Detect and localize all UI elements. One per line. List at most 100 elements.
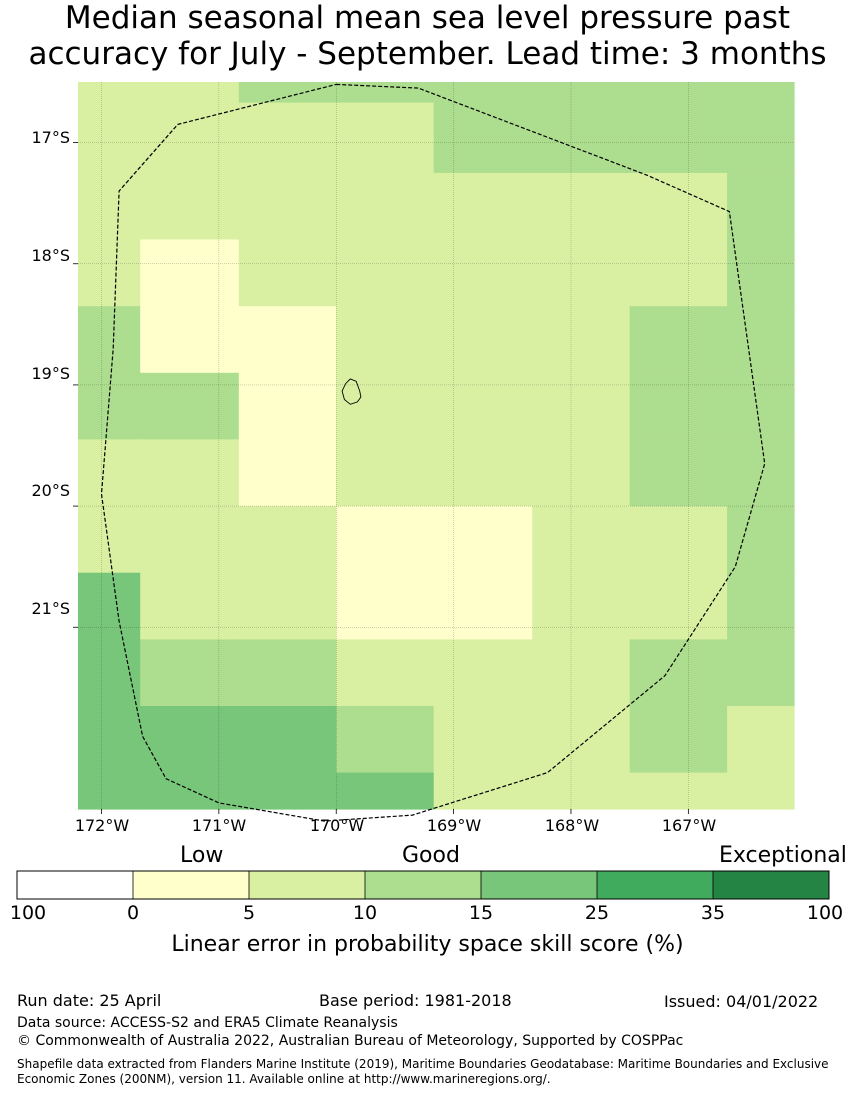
skill-grid-cell xyxy=(336,239,435,307)
colorbar-frame xyxy=(16,870,830,900)
colorbar-segment xyxy=(249,871,365,899)
colorbar-segment xyxy=(481,871,597,899)
skill-grid-cell xyxy=(140,102,240,174)
skill-grid-cell xyxy=(78,572,141,640)
skill-grid-cell xyxy=(336,572,435,640)
skill-grid-cell xyxy=(336,706,435,774)
skill-grid-cell xyxy=(336,772,435,810)
skill-grid-cell xyxy=(727,572,795,640)
skill-grid-cell xyxy=(629,706,728,774)
skill-grid-cell xyxy=(78,82,141,104)
run-date: Run date: 25 April xyxy=(17,991,162,1010)
skill-grid-cell xyxy=(727,82,795,104)
skill-grid-cell xyxy=(629,772,728,810)
eez-boundary xyxy=(100,83,766,822)
colorbar-segment xyxy=(133,871,249,899)
skill-grid-cell xyxy=(78,102,141,174)
skill-grid-cell xyxy=(433,572,533,640)
skill-grid-cell xyxy=(238,172,337,241)
skill-grid-cell xyxy=(238,639,337,707)
skill-grid-cell xyxy=(140,706,240,774)
skill-grid-cell xyxy=(336,639,435,707)
skill-grid-cell xyxy=(532,639,631,707)
colorbar-tick: 0 xyxy=(126,902,140,924)
issued-date: Issued: 04/01/2022 xyxy=(664,992,819,1011)
skill-grid-cell xyxy=(727,239,795,307)
skill-grid-cell xyxy=(336,102,435,174)
skill-grid-cell xyxy=(433,706,533,774)
skill-grid-cell xyxy=(629,172,728,241)
base-period: Base period: 1981-2018 xyxy=(319,991,512,1010)
skill-grid-cell xyxy=(629,439,728,507)
skill-grid-cell xyxy=(629,506,728,574)
category-low: Low xyxy=(180,843,224,868)
skill-grid-cell xyxy=(433,372,533,440)
title-line-2: accuracy for July - September. Lead time… xyxy=(28,36,827,72)
colorbar-segment xyxy=(713,871,829,899)
skill-grid-cell xyxy=(433,82,533,104)
skill-grid-cell xyxy=(727,506,795,574)
skill-grid-cell xyxy=(78,772,141,810)
lat-label-21s: 21°S xyxy=(31,599,70,618)
skill-grid-cell xyxy=(532,306,631,374)
data-source: Data source: ACCESS-S2 and ERA5 Climate … xyxy=(17,1015,398,1031)
shapefile-line-2: Economic Zones (200NM), version 11. Avai… xyxy=(17,1072,551,1086)
skill-grid-cell xyxy=(78,239,141,307)
skill-grid-cell xyxy=(629,572,728,640)
skill-grid-cell xyxy=(727,372,795,440)
skill-grid-cell xyxy=(238,306,337,374)
skill-grid-cell xyxy=(78,372,141,440)
lat-label-18s: 18°S xyxy=(31,246,70,265)
skill-grid-cell xyxy=(336,372,435,440)
colorbar-tick: 5 xyxy=(242,902,256,924)
lat-label-19s: 19°S xyxy=(31,364,70,383)
skill-grid-cell xyxy=(532,102,631,174)
lon-label-172w: 172°W xyxy=(74,816,130,835)
skill-grid-cell xyxy=(629,372,728,440)
skill-grid-cell xyxy=(433,102,533,174)
colorbar-tick: 10 xyxy=(352,902,378,924)
skill-grid-cell xyxy=(238,439,337,507)
skill-grid-cell xyxy=(629,239,728,307)
skill-grid-cell xyxy=(336,439,435,507)
skill-grid-cell xyxy=(727,706,795,774)
colorbar-tick: 25 xyxy=(584,902,610,924)
colorbar-tick: 100 xyxy=(9,902,47,924)
colorbar-segment xyxy=(365,871,481,899)
skill-grid-cell xyxy=(140,506,240,574)
skill-grid-cell xyxy=(140,439,240,507)
skill-grid-cell xyxy=(78,639,141,707)
skill-grid-cell xyxy=(532,82,631,104)
skill-grid-cell xyxy=(433,306,533,374)
skill-grid-cell xyxy=(238,102,337,174)
colorbar-tick: 100 xyxy=(806,902,844,924)
lon-label-171w: 171°W xyxy=(191,816,247,835)
skill-grid-cell xyxy=(78,306,141,374)
skill-grid-cell xyxy=(433,239,533,307)
skill-grid-cell xyxy=(532,172,631,241)
colorbar-tick: 15 xyxy=(468,902,494,924)
colorbar-title: Linear error in probability space skill … xyxy=(171,932,684,957)
colorbar-tick: 35 xyxy=(700,902,726,924)
chart-title: Median seasonal mean sea level pressure … xyxy=(0,0,855,72)
category-exceptional: Exceptional xyxy=(719,843,847,868)
skill-grid-cell xyxy=(78,172,141,241)
skill-grid-cell xyxy=(140,82,240,104)
shapefile-line-1: Shapefile data extracted from Flanders M… xyxy=(17,1057,829,1071)
skill-grid-cell xyxy=(140,172,240,241)
category-good: Good xyxy=(402,843,460,868)
lat-label-20s: 20°S xyxy=(31,481,70,500)
skill-grid-cell xyxy=(433,772,533,810)
skill-grid-cell xyxy=(727,306,795,374)
skill-grid-cell xyxy=(238,572,337,640)
skill-grid-cell xyxy=(629,639,728,707)
skill-grid-cell xyxy=(532,772,631,810)
skill-grid-cell xyxy=(238,772,337,810)
colorbar-segment xyxy=(17,871,133,899)
skill-grid-cell xyxy=(727,772,795,810)
skill-grid-cell xyxy=(78,706,141,774)
skill-grid-cell xyxy=(532,439,631,507)
lon-label-168w: 168°W xyxy=(544,816,600,835)
skill-grid-cell xyxy=(238,82,337,104)
